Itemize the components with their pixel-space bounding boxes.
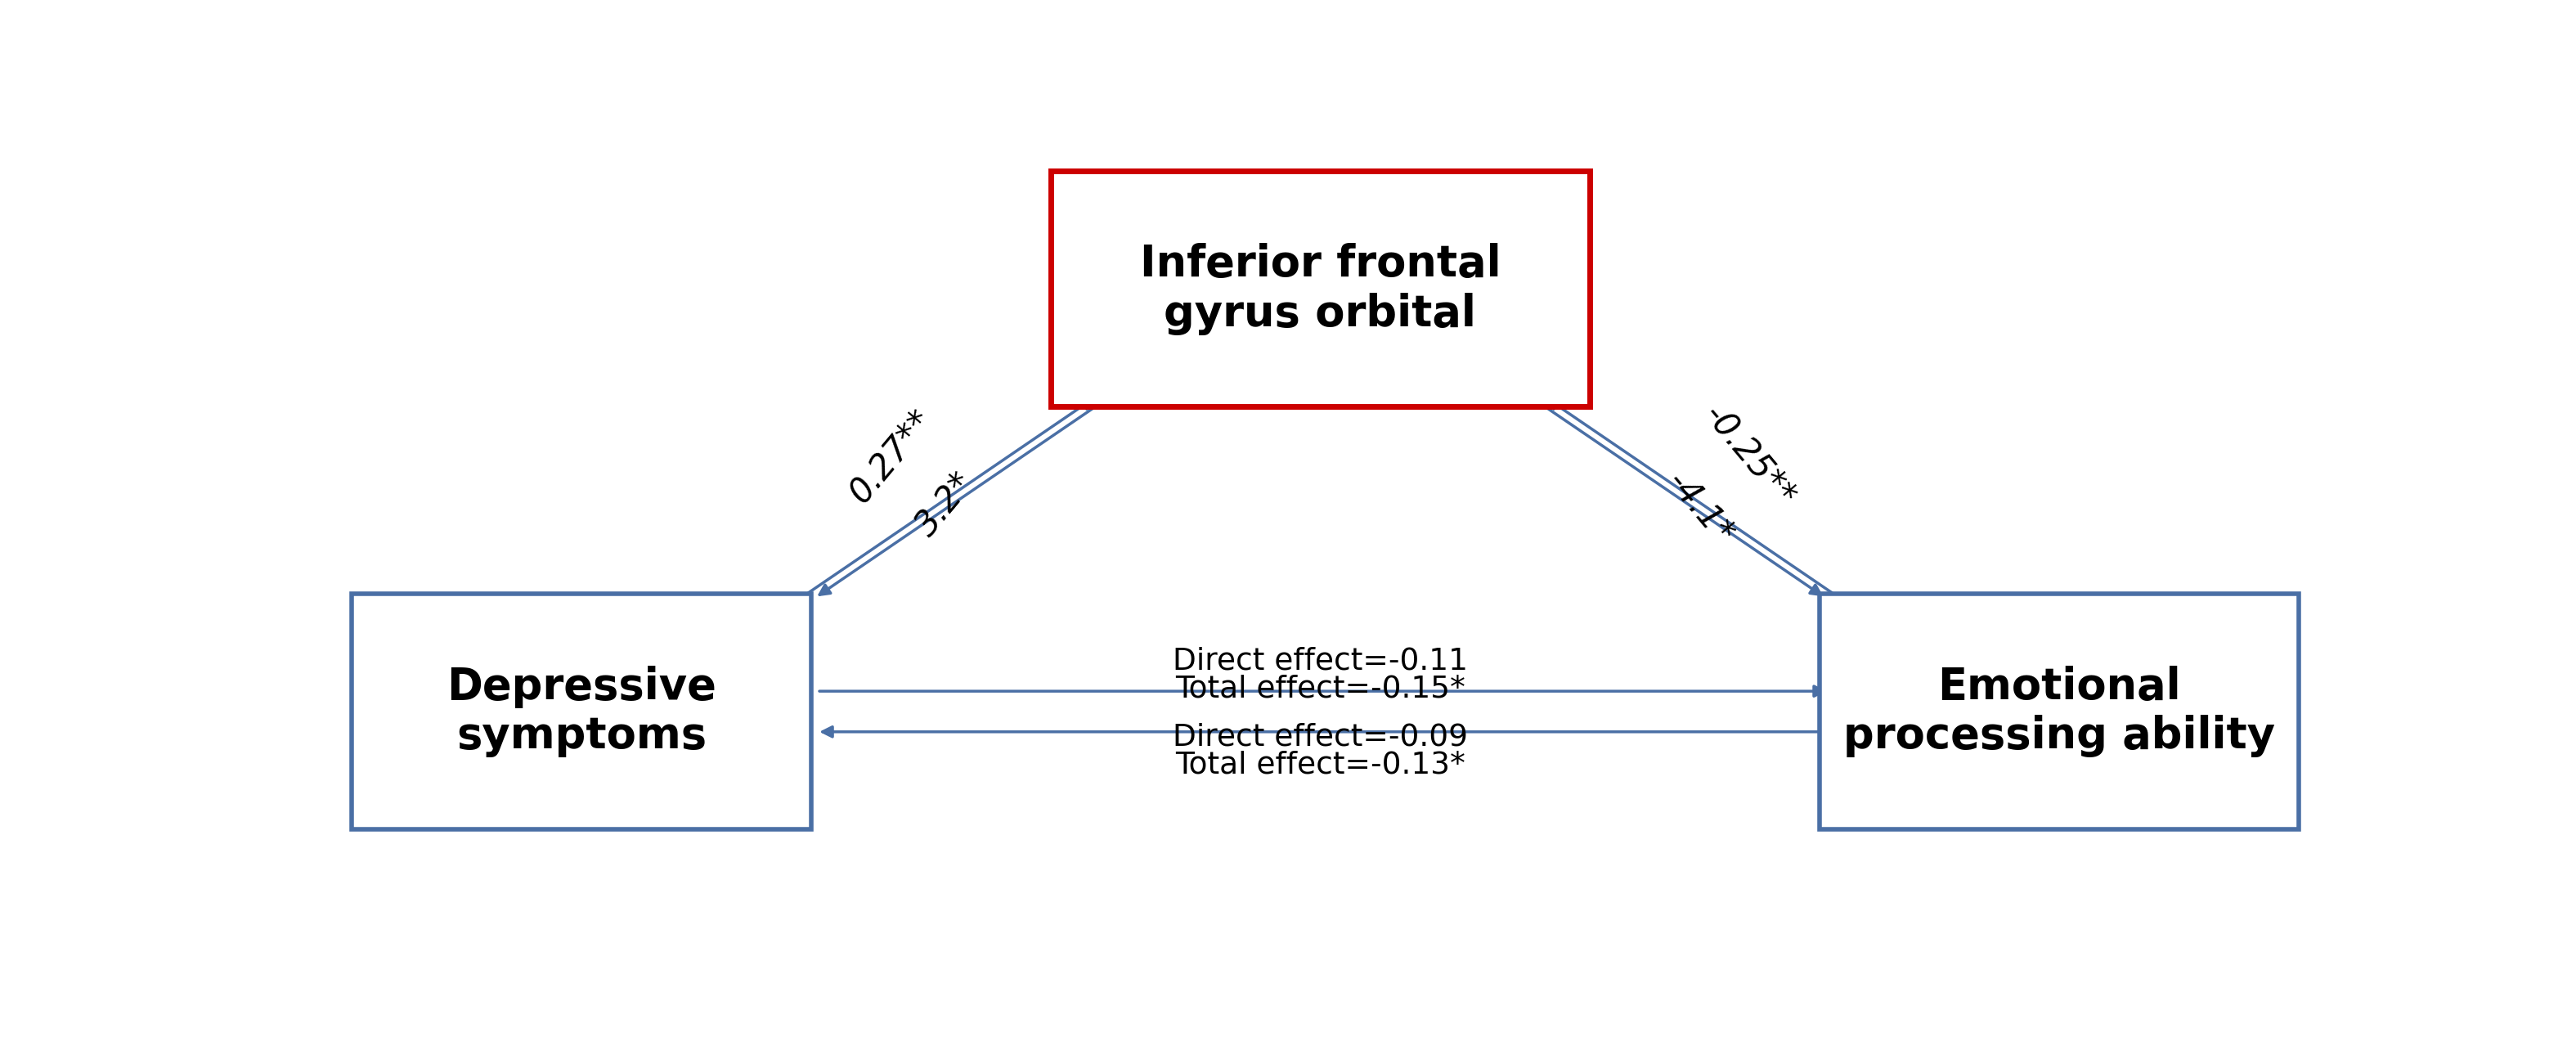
Text: Direct effect=-0.09: Direct effect=-0.09 (1172, 723, 1468, 752)
FancyBboxPatch shape (1051, 171, 1589, 407)
Text: Total effect=-0.13*: Total effect=-0.13* (1175, 750, 1466, 780)
FancyBboxPatch shape (1819, 594, 2298, 829)
Text: Emotional
processing ability: Emotional processing ability (1842, 666, 2275, 757)
FancyBboxPatch shape (353, 594, 811, 829)
Text: 0.27**: 0.27** (842, 402, 940, 509)
Text: -0.25**: -0.25** (1698, 398, 1801, 514)
Text: Depressive
symptoms: Depressive symptoms (446, 666, 716, 757)
Text: Direct effect=-0.11: Direct effect=-0.11 (1172, 647, 1468, 676)
Text: -4.1*: -4.1* (1659, 465, 1739, 552)
Text: Inferior frontal
gyrus orbital: Inferior frontal gyrus orbital (1139, 244, 1502, 334)
Text: 3.2*: 3.2* (909, 466, 981, 542)
Text: Total effect=-0.15*: Total effect=-0.15* (1175, 674, 1466, 704)
